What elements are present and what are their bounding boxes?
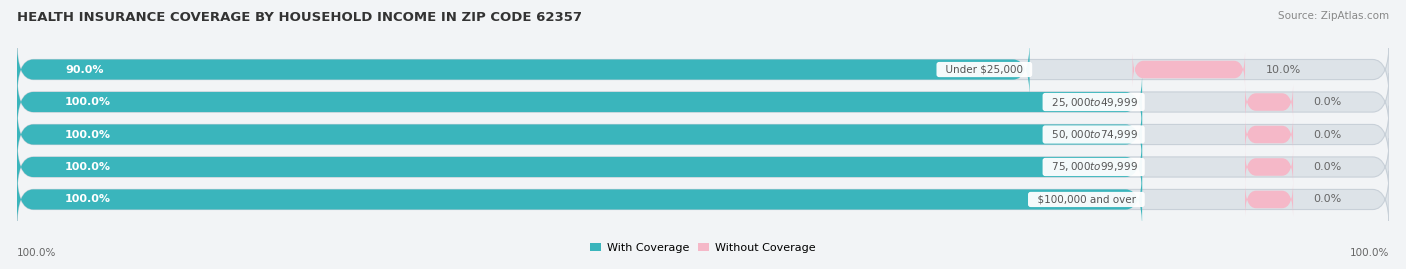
FancyBboxPatch shape [17, 171, 1142, 228]
FancyBboxPatch shape [1246, 117, 1294, 152]
Text: 100.0%: 100.0% [65, 162, 111, 172]
Text: 10.0%: 10.0% [1265, 65, 1301, 75]
Text: 0.0%: 0.0% [1313, 97, 1341, 107]
Text: 0.0%: 0.0% [1313, 129, 1341, 140]
Text: 100.0%: 100.0% [65, 97, 111, 107]
Text: 90.0%: 90.0% [65, 65, 104, 75]
Text: Under $25,000: Under $25,000 [939, 65, 1029, 75]
Text: 100.0%: 100.0% [1350, 248, 1389, 258]
FancyBboxPatch shape [17, 106, 1142, 163]
Text: $50,000 to $74,999: $50,000 to $74,999 [1045, 128, 1142, 141]
FancyBboxPatch shape [1246, 182, 1294, 217]
FancyBboxPatch shape [17, 138, 1142, 196]
FancyBboxPatch shape [17, 41, 1029, 98]
Text: Source: ZipAtlas.com: Source: ZipAtlas.com [1278, 11, 1389, 21]
FancyBboxPatch shape [17, 41, 1389, 98]
FancyBboxPatch shape [17, 73, 1389, 131]
FancyBboxPatch shape [17, 73, 1142, 131]
Text: 0.0%: 0.0% [1313, 162, 1341, 172]
Legend: With Coverage, Without Coverage: With Coverage, Without Coverage [591, 243, 815, 253]
FancyBboxPatch shape [1246, 85, 1294, 119]
Text: $75,000 to $99,999: $75,000 to $99,999 [1045, 161, 1142, 174]
Text: $100,000 and over: $100,000 and over [1031, 194, 1142, 204]
Text: 100.0%: 100.0% [65, 129, 111, 140]
Text: HEALTH INSURANCE COVERAGE BY HOUSEHOLD INCOME IN ZIP CODE 62357: HEALTH INSURANCE COVERAGE BY HOUSEHOLD I… [17, 11, 582, 24]
Text: 100.0%: 100.0% [17, 248, 56, 258]
Text: 100.0%: 100.0% [65, 194, 111, 204]
Text: 0.0%: 0.0% [1313, 194, 1341, 204]
FancyBboxPatch shape [17, 138, 1389, 196]
FancyBboxPatch shape [17, 171, 1389, 228]
FancyBboxPatch shape [17, 106, 1389, 163]
FancyBboxPatch shape [1132, 52, 1246, 87]
FancyBboxPatch shape [1246, 150, 1294, 184]
Text: $25,000 to $49,999: $25,000 to $49,999 [1045, 95, 1142, 108]
